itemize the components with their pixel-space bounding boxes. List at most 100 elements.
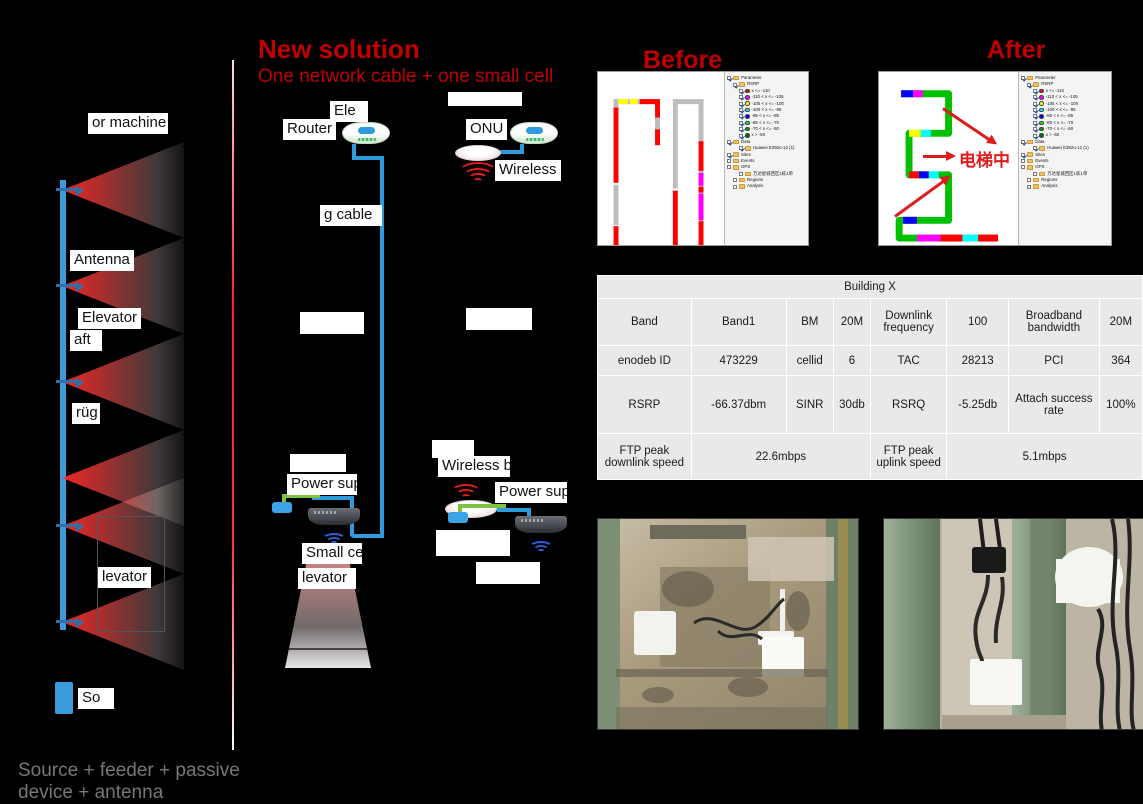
legend-tree-node[interactable]: Events [727, 158, 806, 164]
mid-label-bridge-power-supply: Power sup [495, 482, 567, 503]
folder-icon [1027, 152, 1034, 157]
legend-tree-node[interactable]: Data [727, 139, 806, 145]
legend-checkbox[interactable] [1027, 184, 1032, 189]
legend-checkbox[interactable] [1021, 76, 1026, 81]
legend-checkbox[interactable] [739, 88, 743, 93]
cell-band-label: Band [597, 298, 692, 346]
legend-tree-node[interactable]: 万达星城西区1栋1单 [727, 171, 806, 177]
legend-node-label: Analysis [747, 183, 764, 189]
legend-checkbox[interactable] [1021, 159, 1026, 164]
legend-checkbox[interactable] [1027, 82, 1032, 87]
legend-checkbox[interactable] [1027, 178, 1032, 183]
legend-node-label: Regions [747, 177, 764, 182]
legend-checkbox[interactable] [739, 146, 743, 151]
left-label-antenna: Antenna [70, 250, 134, 271]
cell-cellid-value: 6 [832, 345, 872, 376]
legend-checkbox[interactable] [1033, 95, 1038, 100]
legend-tree-node[interactable]: Sites [727, 152, 806, 158]
legend-tree-node[interactable]: x > -50 [1021, 132, 1109, 138]
legend-checkbox[interactable] [1033, 171, 1038, 176]
legend-checkbox[interactable] [733, 184, 737, 189]
legend-node-label: GPS [741, 164, 751, 170]
legend-checkbox[interactable] [1021, 139, 1026, 144]
legend-checkbox[interactable] [739, 95, 743, 100]
legend-tree-node[interactable]: -110 < x <= -105 [1021, 94, 1109, 100]
legend-checkbox[interactable] [733, 82, 737, 87]
legend-tree-node[interactable]: Sites [1021, 152, 1109, 158]
legend-tree-node[interactable]: Events [1021, 158, 1109, 164]
legend-tree-node[interactable]: Analysis [1021, 183, 1109, 189]
legend-checkbox[interactable] [739, 108, 743, 113]
mid-label-elevator: levator [298, 568, 356, 589]
legend-checkbox[interactable] [727, 139, 731, 144]
legend-tree-node[interactable]: -105 < x <= -100 [727, 101, 806, 107]
table-row: Band Band1 BM 20M Downlink frequency 100… [597, 298, 1143, 346]
legend-tree-node[interactable]: x > -50 [727, 132, 806, 138]
legend-checkbox[interactable] [733, 178, 737, 183]
legend-node-label: -105 < x <= -100 [751, 100, 784, 106]
legend-node-label: Regions [1041, 177, 1058, 182]
router-device [342, 122, 390, 144]
legend-tree-node[interactable]: -105 < x <= -100 [1021, 101, 1109, 107]
legend-checkbox[interactable] [1033, 127, 1038, 132]
network-cable-horizontal [352, 156, 384, 160]
legend-tree-node[interactable]: -95 < x <= -85 [1021, 113, 1109, 119]
legend-tree-node[interactable]: -85 < x <= -70 [1021, 120, 1109, 126]
network-cable-bottom-bend [350, 534, 384, 538]
legend-tree-node[interactable]: RSRP [1021, 81, 1109, 87]
legend-checkbox[interactable] [1033, 146, 1038, 151]
legend-checkbox[interactable] [727, 159, 731, 164]
legend-tree-node[interactable]: -110 < x <= -105 [727, 94, 806, 100]
legend-checkbox[interactable] [1021, 165, 1026, 170]
legend-tree-node[interactable]: Regions [727, 177, 806, 183]
legend-checkbox[interactable] [727, 152, 731, 157]
legend-checkbox[interactable] [739, 120, 743, 125]
after-heading: After [987, 36, 1046, 64]
legend-tree-node[interactable]: 万达星城西区1栋1单 [1021, 171, 1109, 177]
network-cable-main-drop [380, 156, 384, 538]
folder-icon [1033, 177, 1040, 183]
legend-checkbox[interactable] [1021, 152, 1026, 157]
legend-checkbox[interactable] [1033, 120, 1038, 125]
cell-bw-label: Broadband bandwidth [1008, 298, 1100, 346]
legend-checkbox[interactable] [739, 133, 743, 138]
cell-pci-value: 364 [1098, 345, 1143, 376]
legend-tree-node[interactable]: Huawei E392u-12 (1) [727, 145, 806, 151]
legend-tree-node[interactable]: Data [1021, 139, 1109, 145]
left-label-machine-room: or machine [88, 113, 168, 134]
legend-checkbox[interactable] [727, 165, 731, 170]
legend-tree-node[interactable]: -70 < x <= -50 [1021, 126, 1109, 132]
legend-tree-node[interactable]: Regions [1021, 177, 1109, 183]
legend-tree-node[interactable]: RSRP [727, 81, 806, 87]
legend-checkbox[interactable] [1033, 133, 1038, 138]
redaction-box [436, 530, 510, 556]
legend-checkbox[interactable] [1033, 114, 1038, 119]
legend-tree-node[interactable]: Huawei E392u-12 (1) [1021, 145, 1109, 151]
legend-checkbox[interactable] [739, 101, 743, 106]
legend-tree-node[interactable]: x <= -110 [1021, 88, 1109, 94]
legend-tree-node[interactable]: Parameter [1021, 75, 1109, 81]
legend-tree-node[interactable]: -70 < x <= -50 [727, 126, 806, 132]
new-solution-subheading: One network cable + one small cell [258, 66, 554, 87]
legend-tree-node[interactable]: -100 < x <= -95 [1021, 107, 1109, 113]
cell-ftp-ul-label: FTP peak uplink speed [869, 433, 948, 480]
legend-checkbox[interactable] [739, 171, 743, 176]
legend-tree-node[interactable]: x <= -110 [727, 88, 806, 94]
legend-checkbox[interactable] [739, 114, 743, 119]
legend-tree-node[interactable]: -95 < x <= -85 [727, 113, 806, 119]
legend-tree-node[interactable]: Parameter [727, 75, 806, 81]
before-legend-tree: Parameter RSRP x <= -110 -110 < x <= -105 -1… [724, 72, 808, 245]
legend-checkbox[interactable] [727, 76, 731, 81]
legend-tree-node[interactable]: -85 < x <= -70 [727, 120, 806, 126]
folder-icon [733, 165, 739, 170]
legend-checkbox[interactable] [1033, 108, 1038, 113]
legend-checkbox[interactable] [739, 127, 743, 132]
legend-checkbox[interactable] [1033, 88, 1038, 93]
legend-node-label: -85 < x <= -70 [751, 119, 779, 125]
legend-tree-node[interactable]: -100 < x <= -95 [727, 107, 806, 113]
legend-tree-node[interactable]: GPS [1021, 164, 1109, 170]
legend-tree-node[interactable]: GPS [727, 164, 806, 170]
legend-tree-node[interactable]: Analysis [727, 183, 806, 189]
antenna-arrow [56, 282, 84, 292]
legend-checkbox[interactable] [1033, 101, 1038, 106]
